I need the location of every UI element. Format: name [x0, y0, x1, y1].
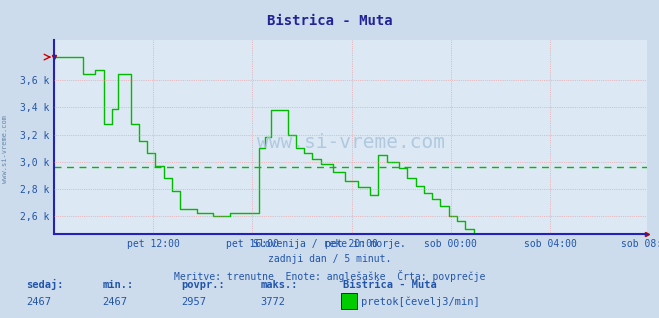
Text: povpr.:: povpr.: [181, 280, 225, 290]
Text: sedaj:: sedaj: [26, 279, 64, 290]
Text: Meritve: trenutne  Enote: anglešaške  Črta: povprečje: Meritve: trenutne Enote: anglešaške Črta… [174, 270, 485, 282]
Text: min.:: min.: [102, 280, 133, 290]
Text: pretok[čevelj3/min]: pretok[čevelj3/min] [361, 297, 480, 307]
Text: www.si-vreme.com: www.si-vreme.com [2, 115, 9, 183]
Text: 3772: 3772 [260, 297, 285, 307]
Text: zadnji dan / 5 minut.: zadnji dan / 5 minut. [268, 254, 391, 264]
Text: 2957: 2957 [181, 297, 206, 307]
Text: Bistrica - Muta: Bistrica - Muta [343, 280, 436, 290]
Text: 2467: 2467 [26, 297, 51, 307]
Text: Bistrica - Muta: Bistrica - Muta [267, 14, 392, 28]
Text: Slovenija / reke in morje.: Slovenija / reke in morje. [253, 239, 406, 249]
Text: 2467: 2467 [102, 297, 127, 307]
Text: www.si-vreme.com: www.si-vreme.com [256, 133, 445, 152]
Text: maks.:: maks.: [260, 280, 298, 290]
